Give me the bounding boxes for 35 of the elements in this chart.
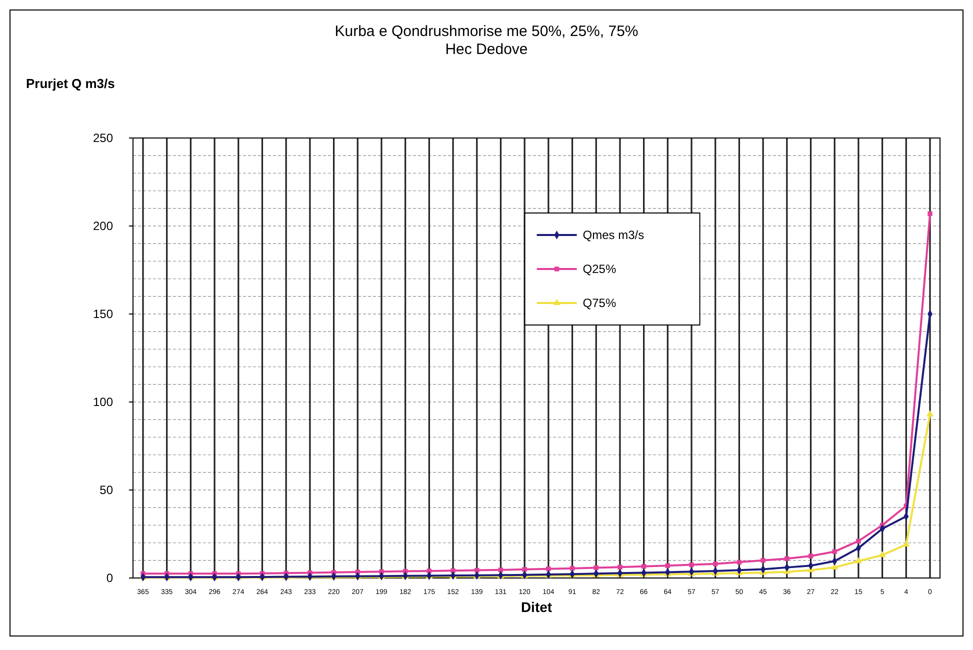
point <box>522 567 527 572</box>
point <box>831 563 838 570</box>
point <box>618 564 622 570</box>
point <box>902 540 910 547</box>
point <box>713 562 718 566</box>
y-tick-label: 150 <box>92 307 114 321</box>
point <box>450 568 456 573</box>
point <box>594 565 598 570</box>
point <box>878 551 886 558</box>
y-tick-label: 250 <box>92 131 114 145</box>
point <box>546 566 551 572</box>
y-tick-label: 50 <box>100 483 114 497</box>
point <box>832 549 837 554</box>
point <box>665 563 670 568</box>
y-tick-label: 100 <box>92 395 114 409</box>
point <box>736 560 742 565</box>
legend-label: Q25% <box>582 262 616 276</box>
chart-subtitle: Hec Dedove <box>445 41 528 58</box>
point <box>854 556 862 564</box>
y-axis-title: Prurjet Q m3/s <box>26 76 115 91</box>
legend-label: Qmes m3/s <box>582 228 644 242</box>
point <box>808 554 814 558</box>
point <box>570 566 575 571</box>
point <box>784 556 790 561</box>
y-tick-label: 200 <box>92 219 114 233</box>
point <box>926 410 934 416</box>
point <box>856 538 861 544</box>
point <box>689 562 694 568</box>
y-tick-label: 0 <box>106 571 114 585</box>
x-axis-title: Ditet <box>520 599 552 615</box>
legend-label: Q75% <box>582 296 616 310</box>
point <box>641 564 646 569</box>
point <box>928 211 932 216</box>
chart-title: Kurba e Qondrushmorise me 50%, 25%, 75% <box>334 23 638 40</box>
point <box>760 558 766 563</box>
